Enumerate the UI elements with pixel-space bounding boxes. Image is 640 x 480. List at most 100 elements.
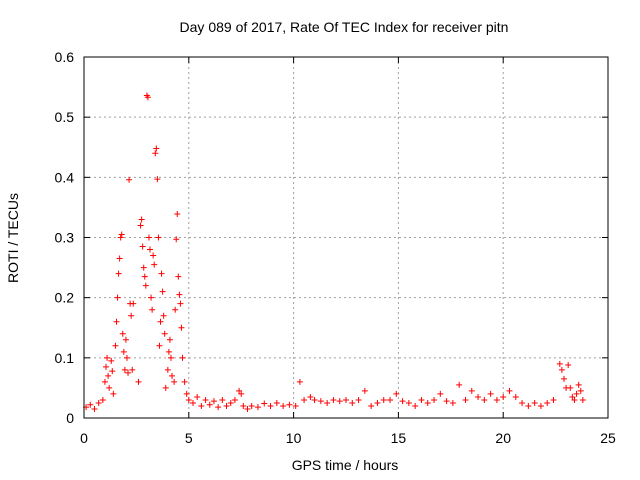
data-point <box>244 405 251 412</box>
data-point <box>215 404 222 411</box>
data-point <box>150 252 157 259</box>
y-axis-label: ROTI / TECUs <box>5 193 21 283</box>
y-tick-label: 0.1 <box>55 350 75 366</box>
data-point <box>571 396 578 403</box>
x-tick-label: 0 <box>80 430 88 446</box>
data-point <box>108 357 115 364</box>
data-point <box>487 390 494 397</box>
data-point <box>148 294 155 301</box>
data-point <box>166 336 173 343</box>
data-point <box>556 360 563 367</box>
data-point <box>301 396 308 403</box>
data-point <box>567 384 574 391</box>
data-point <box>106 384 113 391</box>
data-point <box>481 396 488 403</box>
data-point <box>355 396 362 403</box>
data-point <box>206 401 213 408</box>
data-point <box>121 366 128 373</box>
data-point <box>317 398 324 405</box>
data-point <box>128 312 135 319</box>
data-point <box>167 354 174 361</box>
data-point <box>544 399 551 406</box>
data-point <box>113 318 120 325</box>
data-point <box>506 387 513 394</box>
data-point <box>537 402 544 409</box>
chart-title: Day 089 of 2017, Rate Of TEC Index for r… <box>180 19 509 35</box>
data-point <box>531 399 538 406</box>
data-point <box>324 399 331 406</box>
data-point <box>125 369 132 376</box>
data-point <box>286 401 293 408</box>
data-point <box>165 348 172 355</box>
data-point <box>177 300 184 307</box>
data-point <box>155 234 162 241</box>
x-tick-label: 10 <box>286 430 302 446</box>
data-point <box>158 270 165 277</box>
data-point <box>172 306 179 313</box>
data-point <box>569 393 576 400</box>
data-point <box>140 264 147 271</box>
y-tick-label: 0.2 <box>55 290 75 306</box>
gridlines <box>84 57 608 418</box>
data-point <box>147 246 154 253</box>
data-point <box>179 354 186 361</box>
data-point <box>141 273 148 280</box>
data-point <box>129 366 136 373</box>
data-point <box>159 288 166 295</box>
y-tick-label: 0.4 <box>55 169 75 185</box>
data-point <box>126 176 133 183</box>
data-point <box>424 399 431 406</box>
x-tick-label: 25 <box>600 430 616 446</box>
data-point <box>519 399 526 406</box>
data-point <box>292 402 299 409</box>
data-point <box>231 396 238 403</box>
data-point <box>273 399 280 406</box>
data-point <box>104 354 111 361</box>
data-point <box>154 176 161 183</box>
data-point <box>95 399 102 406</box>
data-point <box>120 348 127 355</box>
x-tick-label: 5 <box>185 430 193 446</box>
data-point <box>368 402 375 409</box>
data-point <box>151 261 158 268</box>
data-point <box>579 396 586 403</box>
data-point <box>117 234 124 241</box>
data-point <box>189 399 196 406</box>
data-point <box>361 387 368 394</box>
data-point <box>123 354 130 361</box>
data-point <box>238 390 245 397</box>
data-point <box>139 243 146 250</box>
data-point <box>307 393 314 400</box>
data-point <box>112 342 119 349</box>
data-point <box>116 255 123 262</box>
data-point <box>219 396 226 403</box>
data-point <box>468 387 475 394</box>
data-point <box>412 402 419 409</box>
data-point <box>227 399 234 406</box>
data-point <box>181 378 188 385</box>
data-point <box>462 396 469 403</box>
data-point <box>202 396 209 403</box>
data-point <box>573 390 580 397</box>
data-point <box>105 372 112 379</box>
data-point <box>380 396 387 403</box>
data-point <box>240 402 247 409</box>
data-point <box>399 398 406 405</box>
data-point <box>336 398 343 405</box>
data-point <box>330 396 337 403</box>
data-point <box>565 362 572 369</box>
data-point <box>99 396 106 403</box>
data-point <box>560 375 567 382</box>
data-point <box>210 398 217 405</box>
data-point <box>115 270 122 277</box>
data-point <box>149 306 156 313</box>
data-point <box>135 378 142 385</box>
data-point <box>110 390 117 397</box>
data-point <box>157 318 164 325</box>
data-point <box>475 393 482 400</box>
data-point <box>144 94 151 101</box>
data-point <box>118 231 125 238</box>
data-point <box>138 216 145 223</box>
data-point <box>153 145 160 152</box>
